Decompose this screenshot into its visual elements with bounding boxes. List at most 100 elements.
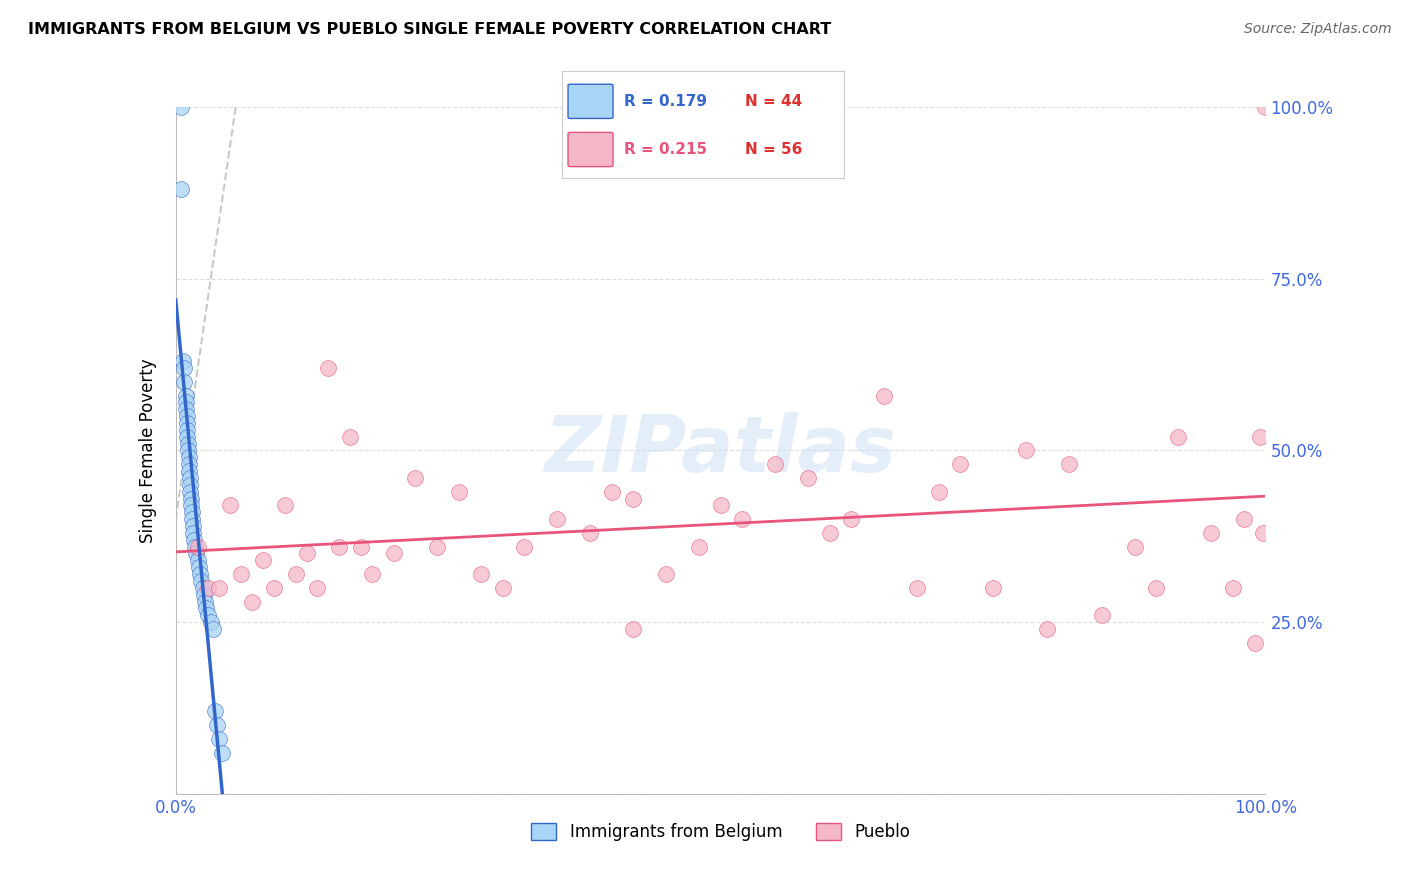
Point xyxy=(470,567,492,582)
Point xyxy=(1249,430,1271,444)
Point xyxy=(174,388,197,402)
Point xyxy=(195,601,218,615)
Point xyxy=(194,594,217,608)
Point xyxy=(177,457,200,471)
Point xyxy=(173,361,195,376)
Point xyxy=(179,478,201,492)
Text: ZIPatlas: ZIPatlas xyxy=(544,412,897,489)
Text: R = 0.215: R = 0.215 xyxy=(624,142,707,157)
Point xyxy=(1015,443,1038,458)
Point xyxy=(176,409,198,423)
Point xyxy=(177,450,200,465)
Point xyxy=(186,540,209,554)
Point xyxy=(177,443,200,458)
Point xyxy=(928,484,950,499)
Point xyxy=(710,499,733,513)
Point xyxy=(492,581,515,595)
Point xyxy=(1144,581,1167,595)
Point xyxy=(186,553,209,567)
Point xyxy=(382,546,405,561)
Text: N = 44: N = 44 xyxy=(745,94,803,109)
Point xyxy=(763,457,786,471)
Point xyxy=(600,484,623,499)
Point xyxy=(1057,457,1080,471)
Point xyxy=(201,622,224,636)
Point xyxy=(177,436,200,450)
Point xyxy=(873,388,896,402)
Point xyxy=(905,581,928,595)
Point xyxy=(818,525,841,540)
FancyBboxPatch shape xyxy=(568,84,613,119)
Point xyxy=(339,430,361,444)
Point xyxy=(179,471,201,485)
FancyBboxPatch shape xyxy=(568,132,613,167)
Point xyxy=(191,581,214,595)
Text: N = 56: N = 56 xyxy=(745,142,803,157)
Point xyxy=(200,615,222,630)
Point xyxy=(240,594,263,608)
Point xyxy=(263,581,285,595)
Point xyxy=(1251,525,1274,540)
Point xyxy=(176,416,198,430)
Point xyxy=(211,746,233,760)
Point xyxy=(172,354,194,368)
Point xyxy=(193,588,215,602)
Point xyxy=(1254,100,1277,114)
Point xyxy=(307,581,329,595)
Point xyxy=(731,512,754,526)
Text: R = 0.179: R = 0.179 xyxy=(624,94,707,109)
Point xyxy=(655,567,678,582)
Point xyxy=(177,464,200,478)
Point xyxy=(186,546,208,561)
Point xyxy=(350,540,373,554)
Point xyxy=(1243,636,1265,650)
Point xyxy=(1167,430,1189,444)
Point xyxy=(1123,540,1146,554)
Point xyxy=(179,484,201,499)
Point xyxy=(173,375,195,389)
Point xyxy=(841,512,863,526)
Point xyxy=(180,491,202,506)
Point xyxy=(328,540,350,554)
Point xyxy=(546,512,568,526)
Text: IMMIGRANTS FROM BELGIUM VS PUEBLO SINGLE FEMALE POVERTY CORRELATION CHART: IMMIGRANTS FROM BELGIUM VS PUEBLO SINGLE… xyxy=(28,22,831,37)
Point xyxy=(231,567,253,582)
Point xyxy=(184,540,207,554)
Point xyxy=(197,608,219,623)
Point xyxy=(513,540,536,554)
Point xyxy=(181,519,204,533)
Point xyxy=(981,581,1004,595)
Point xyxy=(252,553,274,567)
Point xyxy=(1091,608,1114,623)
Point xyxy=(176,430,198,444)
Point xyxy=(274,499,297,513)
Point xyxy=(204,705,226,719)
Point xyxy=(405,471,427,485)
Point xyxy=(284,567,307,582)
Point xyxy=(949,457,972,471)
Point xyxy=(190,574,212,588)
Point xyxy=(187,560,209,574)
Point xyxy=(295,546,318,561)
Text: Source: ZipAtlas.com: Source: ZipAtlas.com xyxy=(1244,22,1392,37)
Point xyxy=(170,100,193,114)
Y-axis label: Single Female Poverty: Single Female Poverty xyxy=(139,359,157,542)
Point xyxy=(621,491,644,506)
Point xyxy=(170,182,193,196)
Point xyxy=(360,567,382,582)
Point xyxy=(796,471,818,485)
Point xyxy=(318,361,340,376)
Point xyxy=(688,540,710,554)
Point xyxy=(621,622,644,636)
Point xyxy=(188,567,211,582)
Point xyxy=(176,423,198,437)
Point xyxy=(174,395,197,409)
Point xyxy=(426,540,449,554)
Point xyxy=(208,731,231,746)
Point xyxy=(1036,622,1059,636)
Point xyxy=(208,581,231,595)
Point xyxy=(181,525,204,540)
Point xyxy=(219,499,242,513)
Point xyxy=(447,484,470,499)
Point xyxy=(181,512,204,526)
